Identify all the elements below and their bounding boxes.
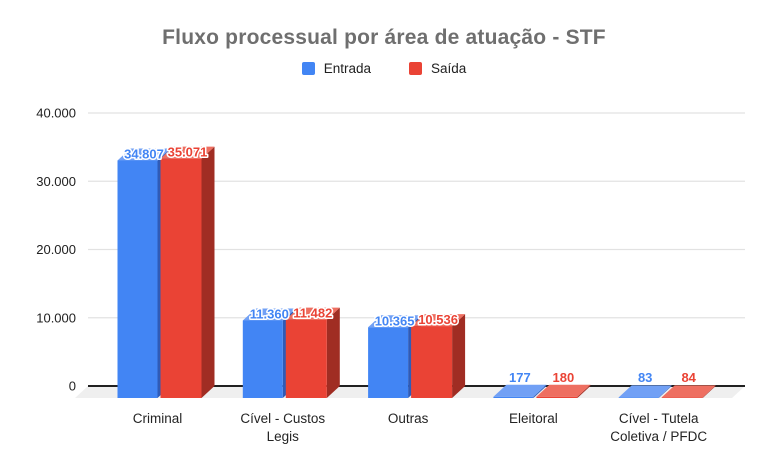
y-tick-label: 20.000 — [36, 242, 76, 257]
y-tick-label: 40.000 — [36, 106, 76, 121]
bar-saída-cat4[interactable] — [536, 396, 578, 398]
bar-saída-cat1[interactable] — [160, 158, 202, 398]
y-tick-label: 30.000 — [36, 174, 76, 189]
bar-saída-cat3[interactable] — [411, 326, 453, 398]
value-label-entrada-cat2: 11.360 — [250, 306, 289, 321]
bar-side-saída-cat3 — [452, 314, 466, 398]
bar-side-entrada-cat5 — [658, 385, 672, 398]
value-label-saída-cat1: 35.071 — [168, 145, 208, 160]
legend-item-entrada[interactable]: Entrada — [301, 61, 371, 76]
chart-legend: Entrada Saída — [0, 61, 768, 76]
value-label-entrada-cat4: 177 — [509, 370, 531, 385]
bar-top-saída-cat3 — [411, 314, 466, 327]
bar-side-saída-cat1 — [201, 146, 215, 398]
bar-top-saída-cat4 — [536, 384, 591, 397]
bar-top-saída-cat1 — [160, 146, 215, 159]
x-axis-label-cat2: Legis — [267, 429, 300, 444]
legend-label-entrada: Entrada — [323, 61, 371, 76]
bar-top-entrada-cat2 — [242, 308, 296, 321]
value-label-entrada-cat1: 34.807 — [124, 146, 164, 161]
saida-swatch-icon — [409, 62, 422, 75]
value-label-saída-cat4: 180 — [553, 370, 575, 385]
bar-entrada-cat5[interactable] — [618, 397, 659, 398]
bar-entrada-cat1[interactable] — [117, 160, 158, 398]
bar-top-entrada-cat4 — [493, 384, 547, 397]
bar-side-entrada-cat4 — [533, 384, 547, 398]
legend-label-saida: Saída — [431, 61, 467, 76]
legend-item-saida[interactable]: Saída — [409, 61, 466, 76]
x-axis-label-cat5: Cível - Tutela — [619, 411, 699, 426]
value-label-saída-cat2: 11.482 — [293, 306, 332, 321]
value-label-saída-cat5: 84 — [681, 370, 696, 385]
chart-title: Fluxo processual por área de atuação - S… — [162, 26, 606, 49]
y-tick-label: 10.000 — [36, 310, 76, 325]
value-label-saída-cat3: 10.536 — [418, 312, 458, 327]
bar-top-saída-cat2 — [285, 307, 340, 320]
x-axis-label-cat5: Coletiva / PFDC — [610, 429, 707, 444]
y-tick-label: 0 — [69, 379, 76, 394]
bar-side-saída-cat4 — [577, 384, 591, 398]
bar-side-saída-cat2 — [326, 307, 340, 398]
bar-side-saída-cat5 — [702, 385, 716, 398]
value-label-entrada-cat5: 83 — [638, 370, 652, 385]
bar-top-saída-cat5 — [661, 385, 716, 398]
bar-saída-cat2[interactable] — [285, 319, 327, 398]
bar-entrada-cat4[interactable] — [493, 396, 534, 398]
bar-saída-cat5[interactable] — [661, 397, 703, 398]
bar-top-entrada-cat1 — [117, 148, 171, 161]
bar-top-entrada-cat5 — [618, 385, 672, 398]
x-axis-label-cat2: Cível - Custos — [240, 411, 325, 426]
x-axis-label-cat4: Eleitoral — [509, 411, 558, 426]
value-label-entrada-cat3: 10.365 — [375, 313, 415, 328]
bar-top-entrada-cat3 — [368, 315, 422, 328]
x-axis-label-cat1: Criminal — [133, 411, 183, 426]
bar-entrada-cat2[interactable] — [242, 320, 283, 398]
entrada-swatch-icon — [301, 62, 315, 75]
x-axis-label-cat3: Outras — [388, 411, 429, 426]
bar-entrada-cat3[interactable] — [368, 327, 409, 398]
